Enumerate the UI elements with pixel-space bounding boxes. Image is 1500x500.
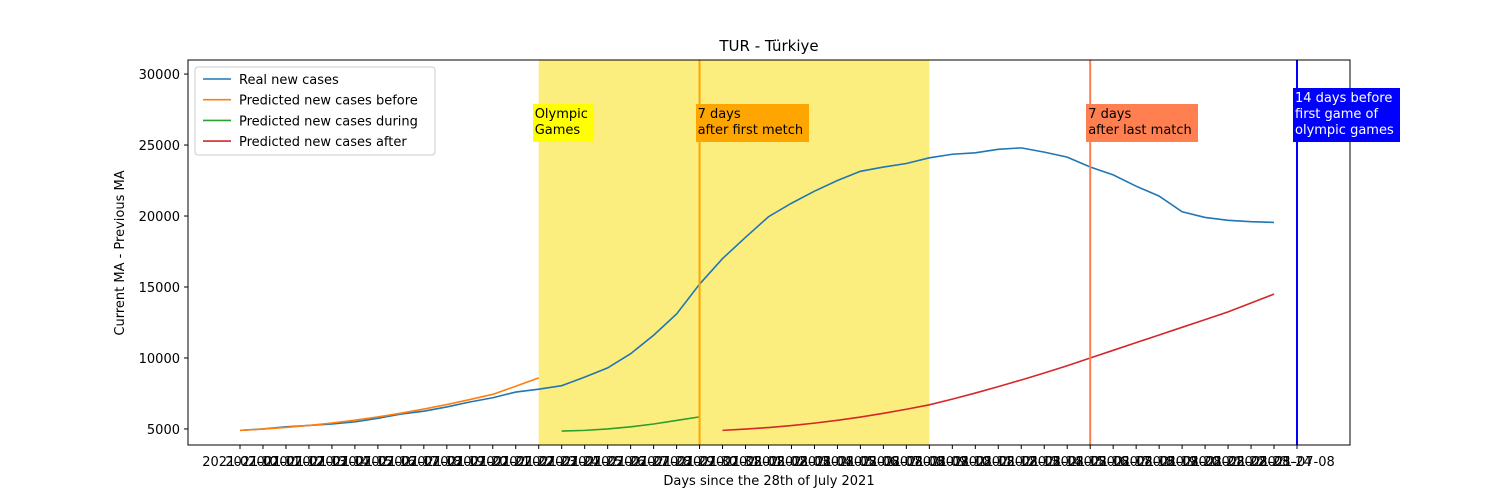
x-tick-label: 2021-07-11 (225, 455, 301, 470)
legend-label: Predicted new cases after (239, 135, 407, 150)
y-tick-label: 15000 (139, 281, 180, 296)
x-tick-label: 2021-08-14 (1006, 455, 1082, 470)
x-tick-label: 2021-08-02 (731, 455, 807, 470)
legend-label: Real new cases (239, 73, 339, 88)
x-tick-label: 2021-07-19 (409, 455, 485, 470)
y-axis-label: Current MA - Previous MA (113, 170, 128, 335)
x-tick-label: 2021-08-21 (1167, 455, 1243, 470)
x-tick-label: 2021-07-20 (432, 455, 508, 470)
x-tick-label: 2021-08-23 (1213, 455, 1289, 470)
x-tick-label: 2021-07-08 (1259, 455, 1335, 470)
annotation: 7 days after first metch (695, 104, 810, 142)
y-tick-label: 10000 (139, 352, 180, 367)
series-line (239, 147, 1275, 432)
y-tick-label: 5000 (147, 423, 180, 438)
x-tick-label: 2021-08-08 (869, 455, 945, 470)
legend-label: Predicted new cases before (239, 94, 418, 109)
x-tick-label: 2021-08-22 (1190, 455, 1266, 470)
x-tick-label: 2021-07-23 (501, 455, 577, 470)
chart-title: TUR - Türkiye (718, 37, 818, 55)
x-tick-label: 2021-08-12 (961, 455, 1037, 470)
series-line (561, 416, 700, 432)
x-tick-label: 2021-07-18 (386, 455, 462, 470)
annotation: 7 days after last match (1086, 104, 1198, 142)
legend: Real new cases Predicted new cases before… (194, 66, 436, 156)
x-tick-label: 2021-07-13 (271, 455, 347, 470)
x-tick-label: 2021-08-11 (938, 455, 1014, 470)
x-tick-label: 2021-07-26 (570, 455, 646, 470)
x-tick-label: 2021-07-30 (662, 455, 738, 470)
legend-box (194, 66, 436, 156)
x-tick-label: 2021-08-20 (1144, 455, 1220, 470)
x-tick-label: 2021-07-12 (248, 455, 324, 470)
x-tick-label: 2021-07-14 (294, 455, 370, 470)
series-line (722, 293, 1275, 432)
x-tick-label: 2021-07-10 (202, 455, 278, 470)
x-tick-label: 2021-07-15 (317, 455, 393, 470)
series-line (239, 377, 539, 432)
x-tick-label: 2021-07-27 (593, 455, 669, 470)
annotation: 14 days before first game of olympic gam… (1293, 88, 1400, 142)
x-tick-label: 2021-08-03 (754, 455, 830, 470)
y-tick-label: 20000 (139, 210, 180, 225)
x-tick-label: 2021-08-07 (846, 455, 922, 470)
x-tick-label: 2021-08-18 (1098, 455, 1174, 470)
x-tick-label: 2021-07-21 (455, 455, 531, 470)
y-tick-label: 25000 (139, 139, 180, 154)
x-tick-label: 2021-07-22 (478, 455, 554, 470)
x-tick-label: 2021-08-09 (892, 455, 968, 470)
x-tick-label: 2021-08-10 (915, 455, 991, 470)
x-tick-label: 2021-07-17 (363, 455, 439, 470)
x-tick-label: 2021-08-01 (708, 455, 784, 470)
x-tick-label: 2021-08-16 (1052, 455, 1128, 470)
x-tick-label: 2021-08-06 (823, 455, 899, 470)
x-tick-label: 2021-08-05 (800, 455, 876, 470)
x-tick-label: 2021-08-13 (983, 455, 1059, 470)
annotation: Olympic Games (532, 104, 594, 142)
x-axis-label: Days since the 28th of July 2021 (663, 474, 874, 489)
x-tick-label: 2021-07-29 (639, 455, 715, 470)
x-tick-label: 2021-08-04 (777, 455, 853, 470)
x-tick-label: 2021-08-15 (1029, 455, 1105, 470)
x-tick-label: 2021-08-17 (1075, 455, 1151, 470)
x-tick-label: 2021-07-31 (685, 455, 761, 470)
x-tick-label: 2021-07-25 (547, 455, 623, 470)
y-tick-label: 30000 (139, 68, 180, 83)
x-tick-label: 2021-07-24 (524, 455, 600, 470)
x-tick-label: 2021-07-16 (340, 455, 416, 470)
x-tick-label: 2021-08-24 (1236, 455, 1312, 470)
x-tick-label: 2021-08-19 (1121, 455, 1197, 470)
legend-label: Predicted new cases during (239, 114, 418, 129)
x-tick-label: 2021-07-28 (616, 455, 692, 470)
